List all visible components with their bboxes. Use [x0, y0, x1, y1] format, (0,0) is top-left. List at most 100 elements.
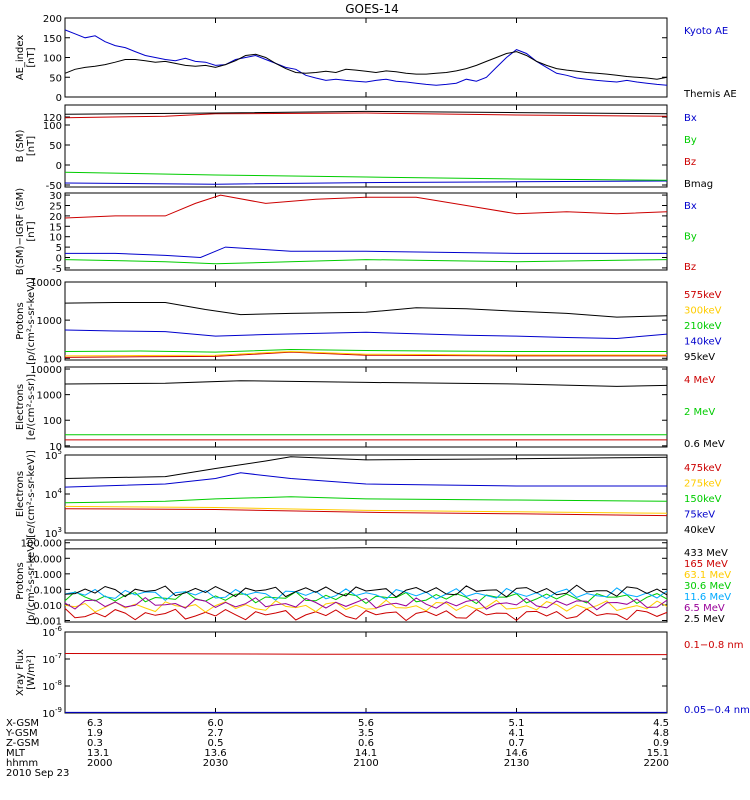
y-tick-label: 100.000 — [21, 539, 62, 550]
y-tick-label: 0.100 — [33, 585, 62, 596]
y-axis-label: Electrons — [15, 471, 26, 517]
series-line-75kev — [64, 472, 667, 488]
legend-entry: 433 MeV — [684, 548, 728, 559]
y-axis-label: [e/(cm²-s-sr)] — [26, 374, 37, 440]
series-line-140kev — [64, 329, 668, 340]
series-line-475kev — [64, 508, 668, 517]
y-tick-label: 105 — [45, 448, 62, 462]
legend-entry: 30.6 MeV — [684, 581, 731, 592]
x-row-value: 13.1 — [87, 748, 109, 759]
legend-entry: 40keV — [684, 525, 715, 536]
legend-entry: 165 MeV — [684, 559, 728, 570]
x-row-label: Z-GSM — [6, 738, 39, 749]
legend-entry: Bx — [684, 113, 697, 124]
panel-1: 0 50 100 150 200 AE_index [nT] Kyoto AE Themis A… — [15, 14, 737, 104]
x-row-value: 4.5 — [653, 718, 669, 729]
series-line-95kev — [64, 302, 668, 318]
y-tick-label: 1.000 — [33, 570, 62, 581]
y-axis-label: [W/m²] — [26, 655, 37, 690]
x-row-value: 2030 — [203, 758, 228, 769]
legend-entry: 2 MeV — [684, 407, 715, 418]
y-tick-label: 10-7 — [42, 652, 62, 666]
panel-frame — [64, 192, 668, 271]
series-line-kyoto-ae — [64, 29, 668, 86]
legend-entry: 0.1−0.8 nm — [684, 640, 743, 651]
panel-frame — [64, 631, 668, 714]
y-axis-label: [nT] — [26, 221, 37, 241]
series-line-30-6-mev — [64, 590, 668, 605]
x-row-label: MLT — [6, 748, 26, 759]
series-line-11-6-mev — [64, 587, 668, 602]
y-tick-label: 200 — [43, 14, 62, 25]
x-row-label: Y-GSM — [5, 728, 38, 739]
legend-entry: 2.5 MeV — [684, 614, 725, 625]
series-line-by — [64, 171, 668, 181]
plot-title: GOES-14 — [345, 2, 399, 16]
y-tick-label: 50 — [49, 141, 62, 152]
y-tick-label: 30 — [49, 191, 62, 202]
y-tick-label: 103 — [45, 526, 62, 540]
y-tick-label: 20 — [49, 212, 62, 223]
y-tick-label: 10000 — [30, 278, 62, 289]
x-row-value: 5.1 — [509, 718, 525, 729]
legend-entry: 575keV — [684, 290, 722, 301]
legend-entry: 140keV — [684, 337, 722, 348]
panel-frame — [64, 454, 668, 534]
panel-frame — [64, 104, 668, 188]
panel-7: 0.001 0.010 0.100 1.000 10.000 100.000 Protons… — [15, 537, 731, 627]
x-row-value: 13.6 — [204, 748, 226, 759]
y-tick-label: 50 — [49, 73, 62, 84]
y-axis-label: [p/(cm²-s-sr-keV)] — [26, 277, 37, 365]
x-row-value: 2.7 — [208, 728, 224, 739]
panel-4: 100 1000 10000 Protons [p/(cm²-s-sr-keV)] 575… — [15, 277, 722, 365]
x-row-value: 6.0 — [208, 718, 224, 729]
x-row-value: 1.9 — [87, 728, 103, 739]
legend-entry: 63.1 MeV — [684, 570, 731, 581]
panel-frame — [64, 281, 668, 361]
y-axis-label: [nT] — [26, 136, 37, 156]
panel-6: 103 104 105 Electrons [e/(cm²-s-sr-keV)] 475k… — [15, 448, 722, 540]
legend-entry: 150keV — [684, 494, 722, 505]
y-tick-label: 10 — [49, 233, 62, 244]
y-tick-label: 100 — [43, 121, 62, 132]
x-row-value: 0.5 — [208, 738, 224, 749]
legend-entry: Bz — [684, 262, 696, 273]
y-axis-label: [e/(cm²-s-sr-keV)] — [26, 450, 37, 538]
y-tick-label: 0 — [56, 93, 62, 104]
panel-frame — [64, 539, 668, 623]
series-line-0-1-0-8-nm — [64, 653, 667, 656]
x-row-value: 0.6 — [358, 738, 374, 749]
legend-entry: By — [684, 232, 697, 243]
legend-entry: 475keV — [684, 463, 722, 474]
y-tick-label: 0.001 — [33, 616, 62, 627]
series-line-300kev — [64, 350, 667, 357]
y-tick-label: 120 — [43, 113, 62, 124]
y-tick-label: 10-6 — [42, 625, 62, 639]
y-axis-label: [nT] — [26, 47, 37, 67]
x-row-value: 3.5 — [358, 728, 374, 739]
x-row-value: 2100 — [353, 758, 378, 769]
y-tick-label: 150 — [43, 34, 62, 45]
y-axis-label: Xray Flux — [15, 649, 26, 696]
x-row-value: 14.6 — [505, 748, 527, 759]
y-tick-label: 104 — [45, 487, 63, 501]
y-tick-label: 0 — [56, 161, 62, 172]
legend-entry: Themis AE — [683, 89, 737, 100]
y-tick-label: 100 — [43, 54, 62, 65]
y-tick-label: 10-8 — [42, 679, 62, 693]
y-axis-label: B(SM)−IGRF (SM) — [15, 188, 26, 275]
series-line-63-1-mev — [64, 599, 668, 613]
y-axis-label: [p/(cm²-s-sr-keV)] — [26, 537, 37, 625]
y-tick-label: 100 — [43, 354, 62, 365]
legend-entry: 0.05−0.4 nm — [684, 705, 750, 716]
y-tick-label: 0.010 — [33, 601, 62, 612]
y-axis-label: Protons — [15, 302, 26, 339]
x-axis-table: X-GSM 6.3 6.0 5.6 5.1 4.5 Y-GSM 1.9 2.7 3.5 4.1 4.8… — [5, 718, 669, 779]
x-row-value: 6.3 — [87, 718, 103, 729]
legend-entry: 75keV — [684, 510, 715, 521]
y-tick-label: 0 — [56, 254, 62, 265]
x-row-value: 5.6 — [358, 718, 374, 729]
series-line-bx — [64, 180, 668, 185]
